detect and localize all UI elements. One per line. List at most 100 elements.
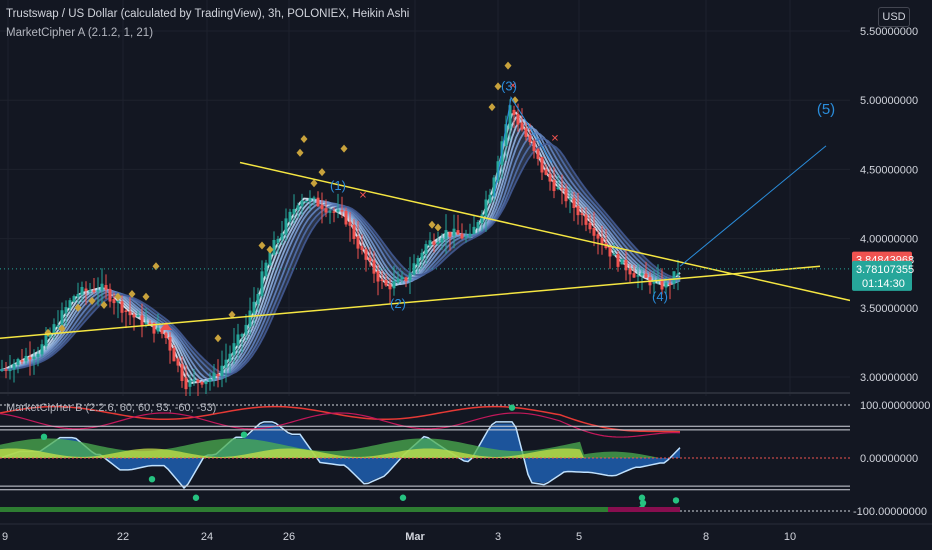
time-tick-3[interactable]: 26 (283, 531, 295, 543)
candle-body[interactable] (580, 213, 584, 215)
candle-body[interactable] (304, 201, 308, 203)
candle-body[interactable] (24, 355, 28, 362)
candle-body[interactable] (128, 311, 132, 316)
candle-body[interactable] (228, 353, 232, 362)
time-axis[interactable]: 9 22 24 26 Mar 3 5 8 10 (0, 523, 932, 550)
candle-body[interactable] (528, 135, 532, 143)
candle-body[interactable] (464, 236, 468, 238)
candle-body[interactable] (220, 365, 224, 376)
candle-body[interactable] (132, 314, 136, 318)
candle-body[interactable] (404, 277, 408, 282)
trendline-resistance[interactable] (239, 161, 853, 302)
candle-body[interactable] (536, 148, 540, 159)
candle-body[interactable] (8, 369, 12, 372)
candle-body[interactable] (324, 208, 328, 213)
candle-body[interactable] (372, 260, 376, 274)
candle-body[interactable] (568, 198, 572, 200)
candle-body[interactable] (560, 187, 564, 190)
candle-body[interactable] (672, 271, 676, 284)
candle-body[interactable] (520, 122, 524, 130)
candle-body[interactable] (64, 307, 68, 314)
candle-body[interactable] (188, 380, 192, 387)
indicator-b-label[interactable]: MarketCipher B (2.2.6, 60, 60, 53, -60, … (6, 402, 217, 414)
candle-body[interactable] (628, 268, 632, 275)
trendlines[interactable] (0, 96, 853, 339)
candle-body[interactable] (396, 278, 400, 283)
candle-body[interactable] (640, 273, 644, 276)
candle-body[interactable] (460, 233, 464, 239)
candle-body[interactable] (252, 301, 256, 314)
candle-body[interactable] (84, 288, 88, 291)
candle-body[interactable] (432, 241, 436, 245)
candle-body[interactable] (0, 369, 4, 371)
candle-body[interactable] (428, 240, 432, 247)
candle-body[interactable] (356, 236, 360, 249)
price-tick-0[interactable]: 5.50000000 (860, 26, 918, 38)
price-tick-4[interactable]: 3.50000000 (860, 303, 918, 315)
price-tick-2[interactable]: 4.50000000 (860, 164, 918, 176)
candle-body[interactable] (312, 197, 316, 199)
candle-body[interactable] (12, 363, 16, 370)
candle-body[interactable] (156, 327, 160, 332)
candle-body[interactable] (676, 273, 680, 275)
candle-body[interactable] (612, 253, 616, 256)
candle-body[interactable] (660, 279, 664, 290)
candle-body[interactable] (532, 140, 536, 151)
candle-body[interactable] (552, 179, 556, 192)
candle-body[interactable] (4, 369, 8, 371)
time-tick-8[interactable]: 10 (784, 531, 796, 543)
time-tick-0[interactable]: 9 (2, 531, 8, 543)
candle-body[interactable] (340, 210, 344, 212)
candle-body[interactable] (408, 273, 412, 281)
candle-body[interactable] (352, 224, 356, 240)
candle-body[interactable] (484, 199, 488, 217)
candle-body[interactable] (108, 288, 112, 302)
osc-tick-1[interactable]: 0.00000000 (860, 453, 918, 465)
candle-body[interactable] (292, 209, 296, 214)
candle-body[interactable] (212, 372, 216, 380)
candle-body[interactable] (508, 105, 512, 129)
candle-body[interactable] (152, 322, 156, 334)
candle-body[interactable] (28, 356, 32, 360)
candle-body[interactable] (16, 358, 20, 365)
candle-body[interactable] (20, 360, 24, 362)
candle-body[interactable] (72, 296, 76, 302)
candle-body[interactable] (192, 379, 196, 382)
candle-body[interactable] (176, 358, 180, 366)
candle-body[interactable] (524, 128, 528, 137)
candle-body[interactable] (444, 230, 448, 240)
wave-projection-line[interactable] (679, 145, 827, 267)
time-tick-6[interactable]: 5 (576, 531, 582, 543)
candle-body[interactable] (164, 332, 168, 339)
candle-body[interactable] (76, 294, 80, 298)
candle-body[interactable] (140, 315, 144, 326)
candle-body[interactable] (44, 334, 48, 347)
price-tick-5[interactable]: 3.00000000 (860, 372, 918, 384)
candle-body[interactable] (596, 234, 600, 239)
candle-body[interactable] (92, 290, 96, 292)
candle-body[interactable] (124, 310, 128, 312)
candle-body[interactable] (452, 228, 456, 236)
candle-body[interactable] (264, 262, 268, 277)
candle-body[interactable] (412, 263, 416, 275)
candle-body[interactable] (272, 239, 276, 255)
candle-body[interactable] (564, 188, 568, 202)
osc-tick-0[interactable]: 100.00000000 (860, 400, 930, 412)
candle-body[interactable] (492, 177, 496, 197)
candle-body[interactable] (388, 284, 392, 290)
candle-body[interactable] (104, 285, 108, 290)
candle-body[interactable] (480, 214, 484, 224)
candle-body[interactable] (592, 227, 596, 236)
candle-body[interactable] (336, 209, 340, 212)
candle-body[interactable] (296, 205, 300, 211)
candle-body[interactable] (232, 343, 236, 356)
candle-body[interactable] (216, 374, 220, 377)
candle-body[interactable] (472, 226, 476, 235)
candle-body[interactable] (636, 275, 640, 277)
candle-body[interactable] (608, 247, 612, 257)
candle-body[interactable] (548, 173, 552, 182)
candle-body[interactable] (468, 233, 472, 237)
candle-body[interactable] (440, 238, 444, 243)
candle-body[interactable] (284, 218, 288, 235)
candle-body[interactable] (644, 273, 648, 278)
